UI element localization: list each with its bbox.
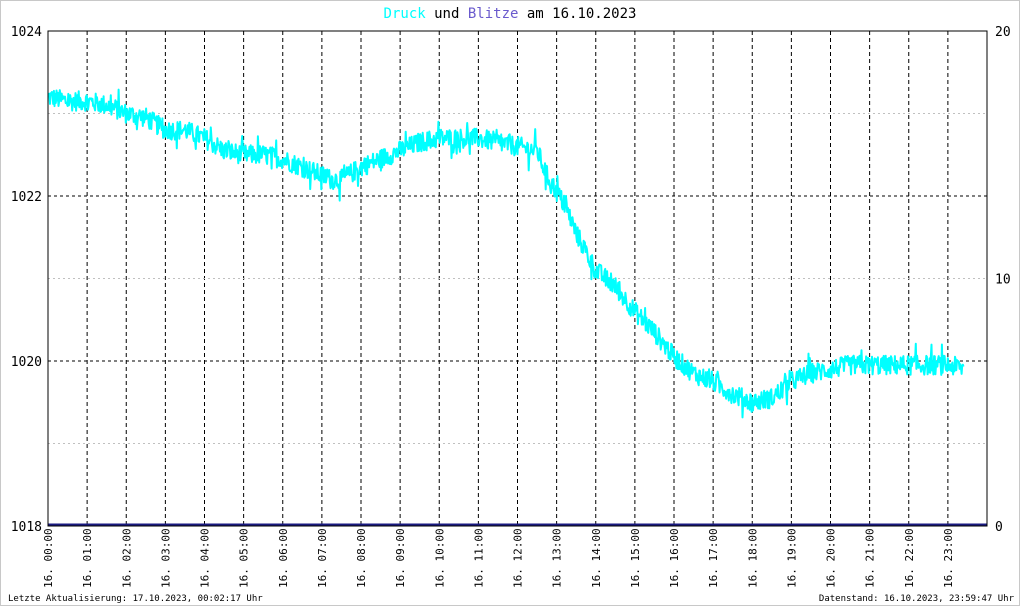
y-right-tick-label: 10 (995, 273, 1011, 288)
plot-area-border (47, 30, 988, 527)
footer-last-update: Letzte Aktualisierung: 17.10.2023, 00:02… (8, 594, 263, 604)
x-tick-label: 16. 04:00 (199, 528, 212, 588)
title-date: am 16.10.2023 (527, 6, 637, 22)
x-tick-label: 16. 05:00 (238, 528, 251, 588)
x-tick-label: 16. 21:00 (864, 528, 877, 588)
x-tick-label: 16. 08:00 (355, 528, 368, 588)
footer-data-status: Datenstand: 16.10.2023, 23:59:47 Uhr (819, 594, 1015, 604)
chart-title: Druck und Blitze am 16.10.2023 (384, 6, 637, 22)
title-druck: Druck (384, 6, 427, 22)
title-blitze: Blitze (468, 6, 519, 22)
data-series (47, 88, 987, 527)
x-tick-label: 16. 17:00 (707, 528, 720, 588)
title-und: und (434, 6, 459, 22)
x-tick-label: 16. 19:00 (785, 528, 798, 588)
x-tick-label: 16. 09:00 (394, 528, 407, 588)
x-tick-label: 16. 00:00 (42, 528, 55, 588)
y-left-tick-label: 1020 (11, 355, 42, 370)
x-tick-label: 16. 07:00 (316, 528, 329, 588)
x-tick-label: 16. 23:00 (942, 528, 955, 588)
x-tick-label: 16. 12:00 (512, 528, 525, 588)
y-right-tick-label: 20 (995, 25, 1011, 40)
x-tick-label: 16. 22:00 (903, 528, 916, 588)
x-tick-label: 16. 18:00 (746, 528, 759, 588)
x-tick-label: 16. 11:00 (472, 528, 485, 588)
x-tick-label: 16. 06:00 (277, 528, 290, 588)
x-tick-label: 16. 02:00 (120, 528, 133, 588)
x-tick-label: 16. 13:00 (551, 528, 564, 588)
y-left-tick-label: 1022 (11, 190, 42, 205)
x-tick-label: 16. 03:00 (159, 528, 172, 588)
series-druck-line (47, 88, 965, 419)
x-tick-label: 16. 16:00 (668, 528, 681, 588)
axes (47, 30, 988, 527)
x-tick-label: 16. 14:00 (590, 528, 603, 588)
x-tick-label: 16. 15:00 (629, 528, 642, 588)
y-right-tick-label: 0 (995, 520, 1003, 535)
y-left-tick-label: 1024 (11, 25, 42, 40)
y-left-tick-label: 1018 (11, 520, 42, 535)
x-tick-label: 16. 10:00 (433, 528, 446, 588)
x-tick-label: 16. 01:00 (81, 528, 94, 588)
grid (48, 31, 987, 526)
tick-labels: 16. 00:00 16. 01:00 16. 02:00 16. 03:00 16. … (11, 25, 1011, 588)
x-tick-label: 16. 20:00 (825, 528, 838, 588)
